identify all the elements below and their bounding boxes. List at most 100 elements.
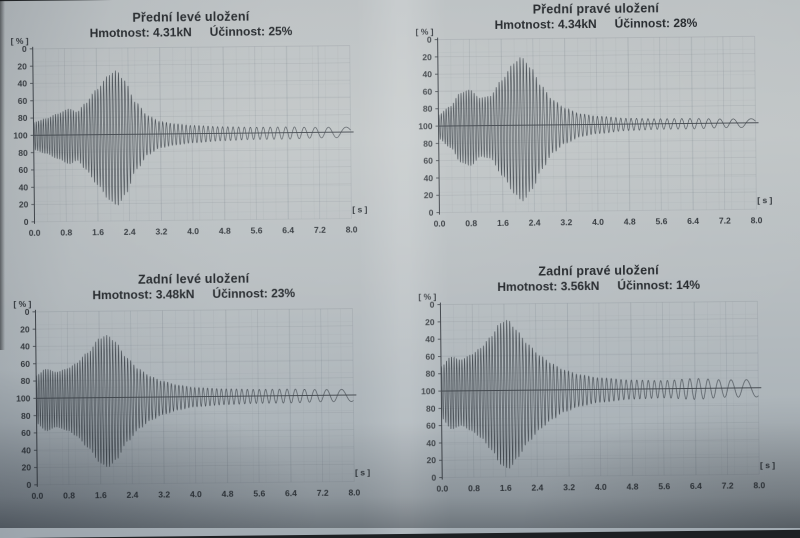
y-tick-label: 60 (426, 421, 436, 431)
x-tick-label: 2.4 (531, 483, 543, 493)
y-tick-label: 40 (425, 334, 435, 344)
x-tick-label: 4.0 (592, 217, 604, 227)
x-axis-unit-label: [ s ] (355, 467, 370, 477)
x-tick-label: 0.0 (434, 219, 446, 229)
x-tick-label: 3.2 (155, 226, 167, 236)
x-tick-label: 3.2 (560, 217, 572, 227)
y-tick-label: 0 (429, 208, 434, 218)
y-tick-label: 40 (19, 182, 29, 192)
x-axis-unit-label: [ s ] (760, 460, 775, 470)
x-tick-label: 2.4 (529, 218, 541, 228)
y-tick-label: 60 (18, 96, 28, 106)
x-tick-label: 0.8 (465, 218, 477, 228)
y-tick-label: 60 (423, 87, 433, 97)
x-tick-label: 8.0 (753, 480, 765, 490)
x-tick-label: 1.6 (497, 218, 509, 228)
y-tick-label: 100 (418, 121, 433, 131)
x-tick-label: 4.8 (627, 482, 639, 492)
x-tick-label: 7.2 (314, 225, 326, 235)
x-tick-label: 0.0 (29, 228, 41, 238)
y-tick-label: 80 (423, 104, 433, 114)
x-tick-label: 8.0 (751, 215, 763, 225)
x-tick-label: 0.0 (436, 484, 448, 494)
x-tick-label: 4.8 (219, 226, 231, 236)
x-tick-label: 5.6 (251, 225, 263, 235)
y-tick-label: 40 (422, 69, 432, 79)
y-tick-label: 20 (424, 190, 434, 200)
y-tick-label: 40 (424, 173, 434, 183)
y-tick-label: 80 (18, 148, 28, 158)
x-axis-unit-label: [ s ] (757, 195, 772, 205)
x-tick-label: 0.8 (60, 227, 72, 237)
x-tick-label: 4.8 (222, 489, 234, 499)
x-tick-label: 2.4 (124, 227, 136, 237)
x-tick-label: 6.4 (285, 488, 297, 498)
y-tick-label: 60 (423, 156, 433, 166)
y-tick-label: 20 (22, 463, 32, 473)
x-tick-label: 4.8 (624, 217, 636, 227)
y-tick-label: 20 (427, 455, 437, 465)
y-tick-label: 60 (18, 165, 28, 175)
y-tick-label: 60 (20, 359, 30, 369)
y-tick-label: 20 (17, 61, 27, 71)
y-tick-label: 20 (19, 200, 29, 210)
x-tick-label: 5.6 (655, 216, 667, 226)
y-tick-label: 40 (18, 78, 28, 88)
y-tick-label: 80 (423, 138, 433, 148)
y-axis-unit-label: [ % ] (13, 299, 31, 309)
x-tick-label: 1.6 (92, 227, 104, 237)
y-tick-label: 0 (26, 480, 31, 490)
y-tick-label: 40 (426, 438, 436, 448)
x-tick-label: 4.0 (190, 489, 202, 499)
x-tick-label: 3.2 (563, 482, 575, 492)
y-tick-label: 80 (426, 369, 436, 379)
y-tick-label: 20 (20, 324, 30, 334)
x-axis-unit-label: [ s ] (352, 204, 367, 214)
y-tick-label: 0 (24, 217, 29, 227)
x-tick-label: 6.4 (687, 216, 699, 226)
y-tick-label: 100 (421, 386, 436, 396)
y-tick-label: 100 (16, 393, 31, 403)
x-tick-label: 7.2 (317, 488, 329, 498)
y-tick-label: 100 (13, 130, 28, 140)
x-tick-label: 8.0 (348, 487, 360, 497)
y-tick-label: 80 (18, 113, 28, 123)
x-tick-label: 0.0 (31, 491, 43, 501)
x-tick-label: 8.0 (346, 224, 358, 234)
x-tick-label: 1.6 (95, 490, 107, 500)
y-tick-label: 40 (21, 445, 31, 455)
y-tick-label: 20 (422, 52, 432, 62)
x-tick-label: 7.2 (722, 481, 734, 491)
x-tick-label: 6.4 (282, 225, 294, 235)
x-tick-label: 0.8 (63, 490, 75, 500)
x-tick-label: 5.6 (658, 481, 670, 491)
x-tick-label: 0.8 (468, 483, 480, 493)
y-tick-label: 80 (21, 376, 31, 386)
x-tick-label: 5.6 (253, 488, 265, 498)
y-tick-label: 60 (21, 428, 31, 438)
x-tick-label: 7.2 (719, 216, 731, 226)
y-axis-unit-label: [ % ] (416, 27, 434, 37)
y-tick-label: 20 (425, 317, 435, 327)
y-axis-unit-label: [ % ] (418, 292, 436, 302)
x-tick-label: 2.4 (127, 490, 139, 500)
x-tick-label: 4.0 (187, 226, 199, 236)
x-tick-label: 1.6 (500, 483, 512, 493)
y-tick-label: 80 (21, 411, 31, 421)
x-tick-label: 4.0 (595, 482, 607, 492)
x-tick-label: 3.2 (158, 489, 170, 499)
y-axis-unit-label: [ % ] (11, 36, 29, 46)
y-tick-label: 80 (426, 403, 436, 413)
y-tick-label: 40 (20, 341, 30, 351)
x-tick-label: 6.4 (690, 481, 702, 491)
